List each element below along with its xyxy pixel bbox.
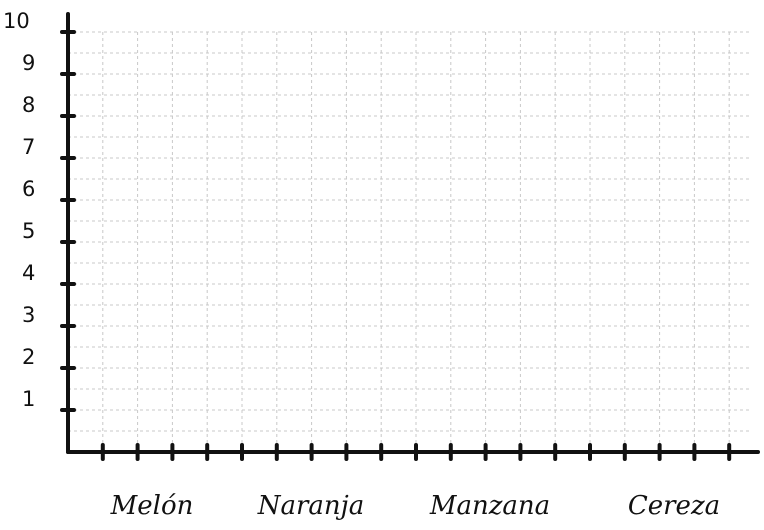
x-category-label: Melón [110,491,194,521]
y-tick-label: 10 [3,9,30,33]
axes [66,12,760,454]
grid [68,31,752,452]
x-category-label: Manzana [429,491,550,521]
y-tick-label: 6 [22,177,35,201]
y-tick-label: 8 [22,93,35,117]
x-category-label: Naranja [257,491,365,521]
y-tick-label: 5 [22,219,35,243]
y-axis-ticks [60,30,76,412]
y-tick-label: 3 [22,303,35,327]
x-category-label: Cereza [628,491,720,521]
x-axis-category-labels: Melón Naranja Manzana Cereza [110,491,721,521]
y-tick-label: 9 [22,51,35,75]
y-tick-label: 1 [22,387,35,411]
y-axis-tick-labels: 1 2 3 4 5 6 7 8 9 10 [3,9,35,411]
y-tick-label: 2 [22,345,35,369]
y-tick-label: 4 [22,261,35,285]
y-tick-label: 7 [22,135,35,159]
x-axis-ticks [100,443,732,461]
